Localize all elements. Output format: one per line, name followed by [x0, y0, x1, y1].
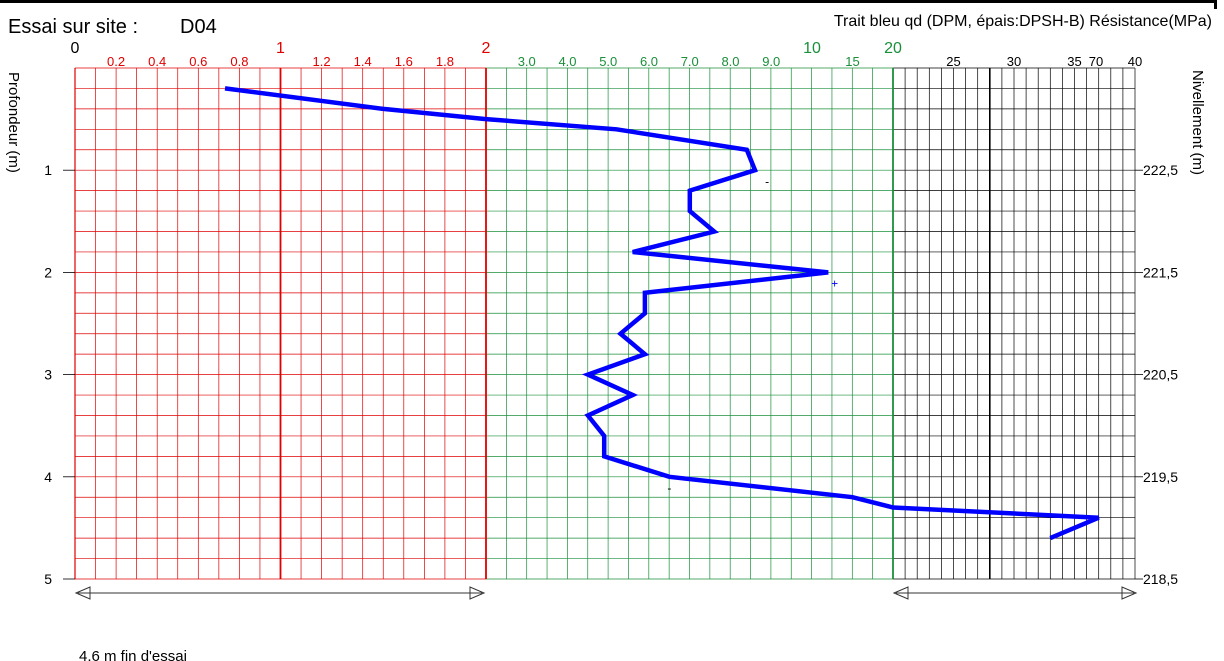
span-arrow-left-head	[74, 586, 91, 600]
point-annotation: -	[765, 174, 769, 188]
frame-border-right	[1214, 0, 1217, 9]
x-minor-label: 30	[1007, 54, 1021, 69]
span-arrow-right-head	[1121, 586, 1138, 600]
x-major-label: 2	[482, 40, 491, 57]
x-major-label: 1	[276, 40, 285, 57]
x-minor-label: 5.0	[599, 54, 617, 69]
depth-tick-label: 2	[44, 264, 52, 280]
x-major-label: 0	[71, 40, 80, 57]
x-minor-label: 0.6	[189, 54, 207, 69]
end-note: 4,6 m fin d'essai	[79, 648, 187, 661]
y-axis-title: Profondeur (m)	[5, 72, 22, 173]
x-minor-label: 3.0	[518, 54, 536, 69]
depth-tick-label: 5	[44, 571, 52, 587]
point-annotation: +	[831, 277, 838, 291]
header-site: D04	[180, 16, 217, 38]
frame-border-top	[0, 0, 1216, 3]
level-tick-label: 221,5	[1143, 264, 1178, 280]
x-minor-label: 7.0	[681, 54, 699, 69]
level-tick-label: 220,5	[1143, 367, 1178, 383]
point-annotation: -	[667, 481, 671, 495]
x-minor-label: 4.0	[558, 54, 576, 69]
x-minor-label: 0.4	[148, 54, 166, 69]
depth-tick-label: 3	[44, 367, 52, 383]
x-major-label: 20	[884, 40, 902, 57]
x-minor-label: 9.0	[762, 54, 780, 69]
y2-axis-title: Nivellement (m)	[1189, 70, 1206, 175]
grid	[63, 67, 1143, 600]
x-minor-label: 0.2	[107, 54, 125, 69]
series-layer: - + -	[224, 86, 1100, 541]
span-arrow-right-head	[892, 586, 909, 600]
level-tick-label: 218,5	[1143, 571, 1178, 587]
axis-labels: 1 2 3 4 5 222,5 221,5 220,5 219,5 218,5 Profondeur…	[5, 40, 1206, 587]
x-minor-label: 70	[1089, 54, 1103, 69]
x-minor-label: 15	[845, 54, 859, 69]
chart-legend: Trait bleu qd (DPM, épais:DPSH-B) Résist…	[834, 13, 1212, 30]
x-minor-label: 1.8	[436, 54, 454, 69]
span-arrow-left-head	[469, 586, 486, 600]
x-major-label: 10	[803, 40, 821, 57]
x-minor-label: 6.0	[640, 54, 658, 69]
depth-tick-label: 4	[44, 469, 52, 485]
level-tick-label: 222,5	[1143, 162, 1178, 178]
x-minor-label: 35	[1067, 54, 1081, 69]
x-minor-label: 1.4	[354, 54, 372, 69]
x-minor-label: 8.0	[721, 54, 739, 69]
depth-tick-label: 1	[44, 162, 52, 178]
x-minor-label: 40	[1128, 54, 1142, 69]
x-minor-label: 1.2	[313, 54, 331, 69]
header-title: Essai sur site :	[8, 16, 138, 38]
x-minor-label: 0.8	[230, 54, 248, 69]
x-minor-label: 1.6	[395, 54, 413, 69]
x-minor-label: 25	[946, 54, 960, 69]
level-tick-label: 219,5	[1143, 469, 1178, 485]
